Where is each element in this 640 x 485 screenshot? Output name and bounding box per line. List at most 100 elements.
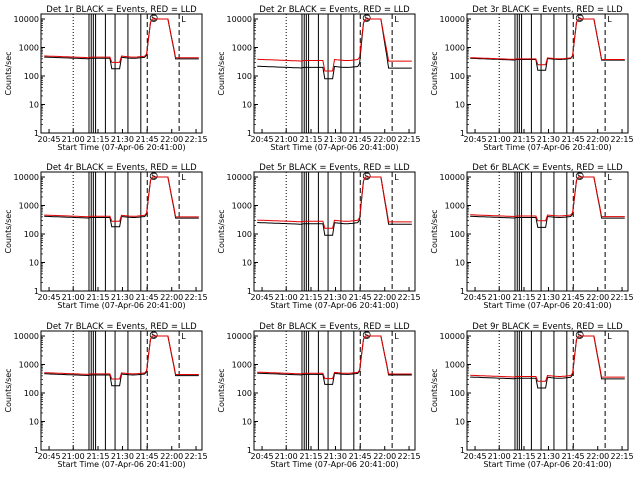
y-tick-label: 1: [247, 287, 252, 296]
marker-l: L: [181, 173, 186, 182]
x-tick-label: 21:15: [86, 452, 109, 461]
y-tick-label: 10000: [227, 173, 252, 182]
y-tick-label: 100: [24, 230, 39, 239]
y-tick-label: 1: [247, 129, 252, 138]
y-tick-label: 100: [24, 72, 39, 81]
series-lld-line: [257, 18, 412, 72]
series-events-line: [470, 18, 625, 71]
x-axis-label: Start Time (07-Apr-06 20:41:00): [270, 301, 398, 310]
series-lld-line: [44, 335, 199, 380]
plot-frame: [253, 330, 416, 451]
panel-det-4r: Det 4r BLACK = Events, RED = LLD 1 10 100 10…: [4, 163, 208, 310]
series-events-line: [257, 335, 412, 385]
marker-s-circle: [575, 331, 584, 339]
x-axis-label: Start Time (07-Apr-06 20:41:00): [270, 143, 398, 152]
x-tick-label: 21:30: [537, 452, 560, 461]
x-tick-label: 21:45: [136, 135, 159, 144]
plot-title: Det 2r BLACK = Events, RED = LLD: [259, 5, 410, 15]
y-tick-label: 1: [460, 446, 465, 455]
y-axis-label: Counts/sec: [4, 209, 13, 253]
series-lld-line: [470, 18, 625, 66]
plot-title: Det 3r BLACK = Events, RED = LLD: [472, 5, 623, 15]
marker-s-circle: [362, 172, 371, 180]
y-tick-label: 10000: [440, 15, 465, 24]
y-tick-label: 1000: [232, 202, 252, 211]
plot-frame: [40, 171, 203, 292]
x-tick-label: 21:45: [562, 293, 585, 302]
plot-frame: [466, 13, 629, 134]
y-tick-label: 10: [242, 418, 252, 427]
plot-title: Det 1r BLACK = Events, RED = LLD: [46, 5, 197, 15]
plot-title: Det 9r BLACK = Events, RED = LLD: [472, 322, 623, 332]
y-tick-label: 10000: [14, 15, 39, 24]
series-events-line: [257, 18, 412, 80]
plot-frame: [40, 330, 203, 451]
x-tick-label: 21:30: [324, 293, 347, 302]
x-tick-label: 21:00: [488, 293, 511, 302]
x-tick-label: 22:15: [185, 135, 208, 144]
x-tick-label: 21:30: [324, 135, 347, 144]
x-tick-label: 21:45: [349, 452, 372, 461]
panel-det-8r: Det 8r BLACK = Events, RED = LLD 1 10 100 10…: [217, 322, 421, 469]
plot-frame: [466, 330, 629, 451]
y-tick-label: 10: [455, 418, 465, 427]
marker-s-circle: [575, 14, 584, 22]
marker-s-circle: [362, 14, 371, 22]
x-tick-label: 21:00: [488, 135, 511, 144]
y-tick-label: 1000: [445, 202, 465, 211]
marker-s-circle: [149, 172, 158, 180]
y-tick-label: 10000: [227, 15, 252, 24]
y-tick-label: 1000: [232, 44, 252, 53]
x-tick-label: 20:45: [38, 293, 61, 302]
y-tick-label: 1000: [19, 44, 39, 53]
panel-det-9r: Det 9r BLACK = Events, RED = LLD 1 10 100 10…: [430, 322, 634, 469]
x-tick-label: 21:45: [349, 135, 372, 144]
x-tick-label: 21:45: [349, 293, 372, 302]
y-tick-label: 10: [29, 101, 39, 110]
x-tick-label: 21:30: [111, 293, 134, 302]
y-tick-label: 1: [34, 446, 39, 455]
y-tick-label: 100: [450, 72, 465, 81]
x-axis-label: Start Time (07-Apr-06 20:41:00): [57, 460, 185, 469]
x-tick-label: 21:00: [62, 135, 85, 144]
series-events-line: [470, 335, 625, 389]
y-axis-label: Counts/sec: [217, 209, 226, 253]
marker-l: L: [607, 332, 612, 341]
series-lld-line: [470, 176, 625, 222]
x-tick-label: 21:00: [62, 452, 85, 461]
marker-l: L: [394, 173, 399, 182]
panel-det-3r: Det 3r BLACK = Events, RED = LLD 1 10 100 10…: [430, 5, 634, 152]
y-axis-label: Counts/sec: [4, 368, 13, 412]
x-tick-label: 21:15: [512, 135, 535, 144]
y-tick-label: 1: [460, 287, 465, 296]
marker-l: L: [394, 15, 399, 24]
x-tick-label: 21:30: [537, 293, 560, 302]
panel-det-2r: Det 2r BLACK = Events, RED = LLD 1 10 100 10…: [217, 5, 421, 152]
y-tick-label: 10: [455, 259, 465, 268]
x-axis-label: Start Time (07-Apr-06 20:41:00): [57, 143, 185, 152]
y-tick-label: 10: [455, 101, 465, 110]
y-tick-label: 100: [237, 389, 252, 398]
y-tick-label: 10000: [14, 173, 39, 182]
x-tick-label: 20:45: [251, 293, 274, 302]
x-tick-label: 22:15: [185, 452, 208, 461]
marker-l: L: [394, 332, 399, 341]
x-tick-label: 21:15: [86, 293, 109, 302]
y-tick-label: 10: [29, 259, 39, 268]
marker-s-circle: [149, 14, 158, 22]
series-lld-line: [44, 18, 199, 63]
plot-title: Det 8r BLACK = Events, RED = LLD: [259, 322, 410, 332]
x-tick-label: 21:15: [299, 293, 322, 302]
y-tick-label: 100: [450, 389, 465, 398]
marker-l: L: [181, 332, 186, 341]
x-tick-label: 22:00: [160, 452, 183, 461]
marker-s-circle: [362, 331, 371, 339]
x-tick-label: 21:00: [275, 293, 298, 302]
x-axis-label: Start Time (07-Apr-06 20:41:00): [483, 460, 611, 469]
x-tick-label: 22:15: [398, 452, 421, 461]
marker-s-circle: [149, 331, 158, 339]
x-tick-label: 22:15: [185, 293, 208, 302]
x-tick-label: 21:15: [86, 135, 109, 144]
